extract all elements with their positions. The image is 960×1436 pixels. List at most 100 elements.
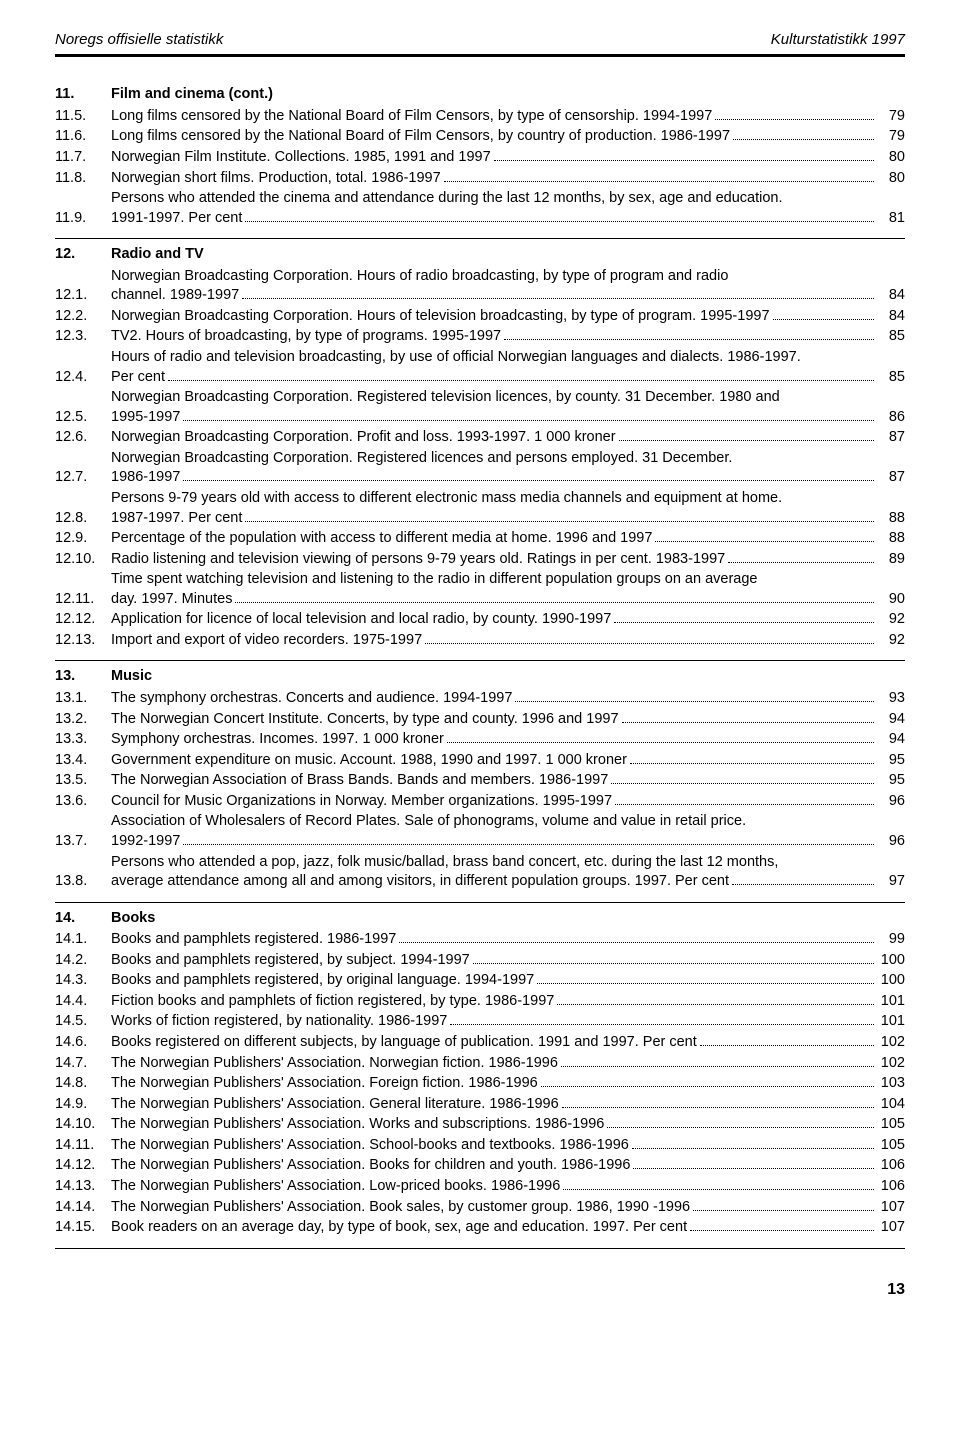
- entry-text: The Norwegian Publishers' Association. F…: [111, 1074, 877, 1094]
- entry-last-line: average attendance among all and among v…: [111, 872, 877, 892]
- entry-last-line: Symphony orchestras. Incomes. 1997. 1 00…: [111, 730, 877, 750]
- entry-page: 85: [877, 327, 905, 347]
- entry-desc: Norwegian Broadcasting Corporation. Prof…: [111, 428, 616, 448]
- entry-last-line: Long films censored by the National Boar…: [111, 127, 877, 147]
- toc-entry: 12.5.Norwegian Broadcasting Corporation.…: [55, 388, 905, 427]
- toc-entry: 13.1.The symphony orchestras. Concerts a…: [55, 689, 905, 709]
- header-left: Noregs offisielle statistikk: [55, 30, 223, 50]
- entry-text: Council for Music Organizations in Norwa…: [111, 792, 877, 812]
- toc-entry: 11.6.Long films censored by the National…: [55, 127, 905, 147]
- dot-leader: [693, 1210, 874, 1211]
- entry-text: Government expenditure on music. Account…: [111, 751, 877, 771]
- entry-number: 12.11.: [55, 590, 111, 610]
- entry-page: 86: [877, 408, 905, 428]
- dot-leader: [633, 1168, 874, 1169]
- entry-text: Hours of radio and television broadcasti…: [111, 348, 877, 387]
- entry-desc: average attendance among all and among v…: [111, 872, 729, 892]
- entry-text: Time spent watching television and liste…: [111, 570, 877, 609]
- entry-last-line: Application for licence of local televis…: [111, 610, 877, 630]
- entry-text: Norwegian Film Institute. Collections. 1…: [111, 148, 877, 168]
- toc-entry: 12.7.Norwegian Broadcasting Corporation.…: [55, 449, 905, 488]
- entry-desc: 1992-1997: [111, 832, 180, 852]
- section-number: 12.: [55, 245, 111, 265]
- entry-page: 106: [877, 1156, 905, 1176]
- toc-entry: 13.7.Association of Wholesalers of Recor…: [55, 812, 905, 851]
- dot-leader: [715, 119, 874, 120]
- section-rule: [55, 238, 905, 239]
- entry-number: 13.3.: [55, 730, 111, 750]
- entry-number: 12.8.: [55, 509, 111, 529]
- section-number: 11.: [55, 85, 111, 105]
- section-heading: 14.Books: [55, 909, 905, 929]
- entry-desc: Long films censored by the National Boar…: [111, 127, 730, 147]
- toc-entry: 12.9.Percentage of the population with a…: [55, 529, 905, 549]
- entry-page: 100: [877, 951, 905, 971]
- dot-leader: [235, 602, 874, 603]
- dot-leader: [183, 480, 874, 481]
- entry-last-line: The Norwegian Publishers' Association. B…: [111, 1156, 877, 1176]
- header-right: Kulturstatistikk 1997: [771, 30, 905, 50]
- entry-last-line: Book readers on an average day, by type …: [111, 1218, 877, 1238]
- toc-entry: 12.1.Norwegian Broadcasting Corporation.…: [55, 267, 905, 306]
- entry-line: Norwegian Broadcasting Corporation. Hour…: [111, 267, 877, 287]
- entry-page: 99: [877, 930, 905, 950]
- dot-leader: [733, 139, 874, 140]
- entry-line: Persons who attended the cinema and atte…: [111, 189, 877, 209]
- toc-entry: 13.6.Council for Music Organizations in …: [55, 792, 905, 812]
- entry-desc: Book readers on an average day, by type …: [111, 1218, 687, 1238]
- entry-text: Norwegian Broadcasting Corporation. Prof…: [111, 428, 877, 448]
- entry-number: 14.9.: [55, 1095, 111, 1115]
- entry-page: 95: [877, 771, 905, 791]
- toc-entry: 14.9.The Norwegian Publishers' Associati…: [55, 1095, 905, 1115]
- section-number: 13.: [55, 667, 111, 687]
- entry-page: 104: [877, 1095, 905, 1115]
- entry-page: 96: [877, 832, 905, 852]
- entry-desc: The Norwegian Publishers' Association. S…: [111, 1136, 629, 1156]
- dot-leader: [773, 319, 874, 320]
- entry-number: 12.4.: [55, 368, 111, 388]
- toc-entry: 12.3.TV2. Hours of broadcasting, by type…: [55, 327, 905, 347]
- entry-page: 95: [877, 751, 905, 771]
- entry-desc: The Norwegian Publishers' Association. W…: [111, 1115, 604, 1135]
- toc-entry: 12.12.Application for licence of local t…: [55, 610, 905, 630]
- entry-number: 12.2.: [55, 307, 111, 327]
- dot-leader: [700, 1045, 874, 1046]
- entry-page: 101: [877, 992, 905, 1012]
- entry-desc: 1987-1997. Per cent: [111, 509, 242, 529]
- entry-last-line: The Norwegian Publishers' Association. L…: [111, 1177, 877, 1197]
- entry-text: Book readers on an average day, by type …: [111, 1218, 877, 1238]
- entry-text: Persons 9-79 years old with access to di…: [111, 489, 877, 528]
- entry-number: 12.5.: [55, 408, 111, 428]
- entry-desc: The Norwegian Publishers' Association. G…: [111, 1095, 559, 1115]
- toc-entry: 14.8.The Norwegian Publishers' Associati…: [55, 1074, 905, 1094]
- toc-entry: 13.5.The Norwegian Association of Brass …: [55, 771, 905, 791]
- toc-entry: 14.5.Works of fiction registered, by nat…: [55, 1012, 905, 1032]
- entry-last-line: 1991-1997. Per cent: [111, 209, 877, 229]
- dot-leader: [425, 643, 874, 644]
- entry-text: The Norwegian Publishers' Association. N…: [111, 1054, 877, 1074]
- entry-page: 107: [877, 1218, 905, 1238]
- dot-leader: [615, 804, 874, 805]
- entry-text: Radio listening and television viewing o…: [111, 550, 877, 570]
- entry-last-line: Books and pamphlets registered. 1986-199…: [111, 930, 877, 950]
- entry-number: 12.3.: [55, 327, 111, 347]
- dot-leader: [630, 763, 874, 764]
- entry-last-line: The Norwegian Publishers' Association. S…: [111, 1136, 877, 1156]
- entry-page: 105: [877, 1115, 905, 1135]
- entry-last-line: 1995-1997: [111, 408, 877, 428]
- entry-line: Hours of radio and television broadcasti…: [111, 348, 877, 368]
- section-heading: 11.Film and cinema (cont.): [55, 85, 905, 105]
- toc-entry: 12.2.Norwegian Broadcasting Corporation.…: [55, 307, 905, 327]
- entry-number: 11.5.: [55, 107, 111, 127]
- entry-desc: Books and pamphlets registered, by subje…: [111, 951, 470, 971]
- entry-text: The Norwegian Concert Institute. Concert…: [111, 710, 877, 730]
- entry-number: 14.15.: [55, 1218, 111, 1238]
- entry-page: 102: [877, 1033, 905, 1053]
- entry-text: Books registered on different subjects, …: [111, 1033, 877, 1053]
- entry-page: 105: [877, 1136, 905, 1156]
- entry-desc: Norwegian Broadcasting Corporation. Hour…: [111, 307, 770, 327]
- entry-text: Books and pamphlets registered, by subje…: [111, 951, 877, 971]
- dot-leader: [245, 221, 874, 222]
- entry-page: 79: [877, 127, 905, 147]
- entry-last-line: The Norwegian Publishers' Association. F…: [111, 1074, 877, 1094]
